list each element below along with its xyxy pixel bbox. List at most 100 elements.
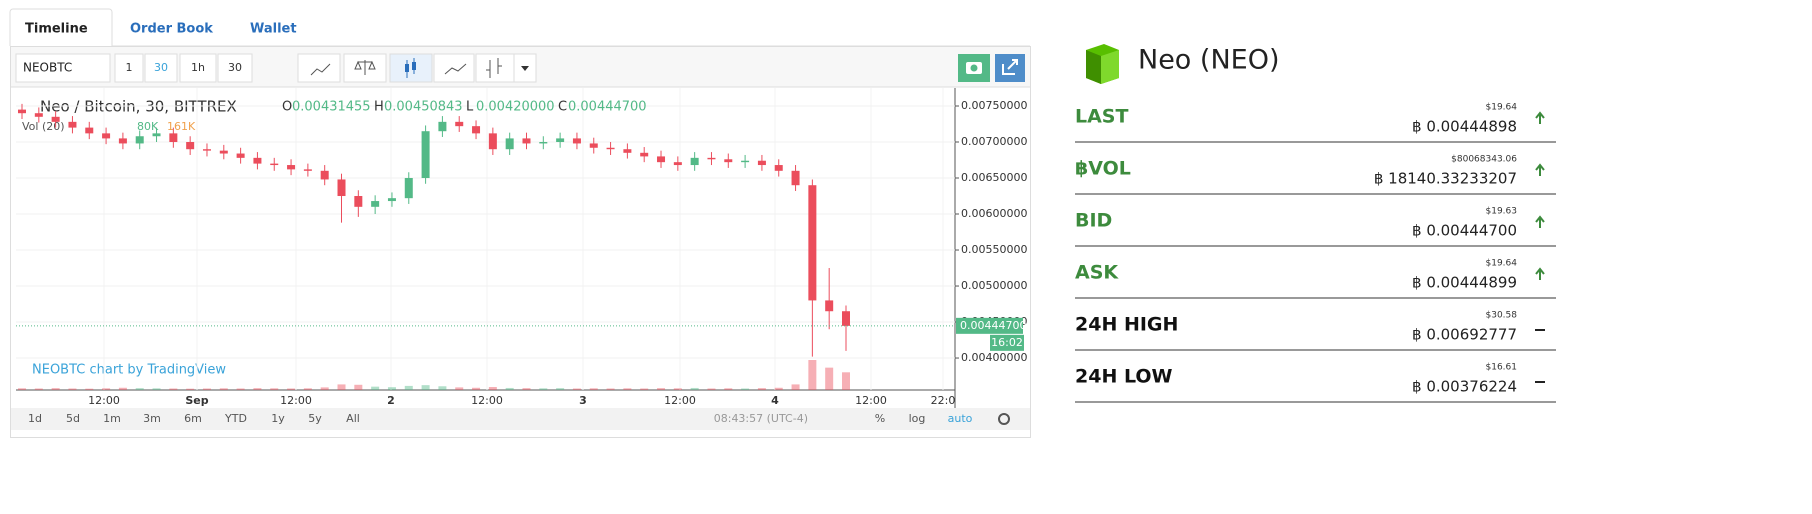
compare-button[interactable] [343, 53, 387, 83]
market-title: Neo (NEO) [1138, 45, 1280, 76]
candle-body [438, 121, 447, 132]
volume-bar [505, 387, 514, 390]
volume-bar [589, 388, 598, 390]
range-button[interactable]: 1m [103, 412, 121, 425]
volume-bar [707, 388, 716, 390]
icon [1002, 59, 1018, 75]
candle-body [589, 143, 598, 148]
range-button[interactable]: 5d [66, 412, 80, 425]
range-button[interactable]: 5y [308, 412, 322, 425]
volume-bar [842, 372, 850, 390]
volume-bar [270, 388, 279, 390]
range-button[interactable]: All [346, 412, 360, 425]
row-btc: ฿ 0.00444898 [1412, 118, 1517, 136]
candle-body [387, 198, 396, 202]
scale-option[interactable]: auto [948, 412, 973, 425]
volume-bar [169, 388, 178, 390]
volume-bar [791, 384, 800, 390]
range-button[interactable]: YTD [224, 412, 247, 425]
range-button[interactable]: 1y [271, 412, 285, 425]
scale-option[interactable]: log [909, 412, 926, 425]
x-tick-label: Sep [185, 394, 208, 407]
row-btc: ฿ 0.00692777 [1412, 326, 1517, 344]
candle-body [202, 149, 211, 151]
active-tab[interactable] [9, 8, 113, 46]
candle-body [657, 156, 666, 163]
ohlc-key: L [466, 100, 474, 115]
indicators-button[interactable] [297, 53, 341, 83]
volume-bar [472, 387, 481, 390]
trend-up [1535, 111, 1545, 124]
interval-button[interactable] [179, 53, 217, 83]
volume-bar [640, 388, 649, 390]
volume-bar [253, 388, 262, 390]
ohlc-value: 0.00450843 [384, 100, 463, 115]
candles-button[interactable] [389, 53, 433, 83]
volume-bar [85, 388, 94, 390]
interval-button[interactable] [144, 53, 178, 83]
interval-label: 30 [228, 61, 242, 74]
candle-body [34, 113, 43, 117]
row-label: BID [1075, 210, 1112, 232]
candle-body [169, 133, 178, 143]
volume-bar [320, 387, 329, 390]
candle-body [68, 121, 77, 128]
volume-bar [757, 388, 766, 390]
tab[interactable]: Wallet [250, 22, 297, 37]
tab[interactable]: Timeline [25, 22, 88, 37]
range-button[interactable]: 1d [28, 412, 42, 425]
volume-bar [371, 386, 380, 390]
candle-body [404, 178, 413, 199]
ohlc-value: 0.00431455 [292, 100, 371, 115]
volume-bar [219, 388, 228, 390]
volume-bar [152, 388, 161, 390]
x-tick-label: 12:00 [855, 394, 887, 407]
price-tag-label: 0.00444700 [960, 319, 1026, 332]
scale-option[interactable]: % [875, 412, 885, 425]
y-tick-label: 0.00750000 [961, 99, 1027, 112]
settings-icon[interactable] [998, 413, 1010, 425]
row-label: 24H LOW [1075, 366, 1173, 388]
row-label: ASK [1075, 262, 1119, 284]
volume-bar [572, 388, 581, 390]
neo-logo [1086, 44, 1119, 84]
candle-body [51, 116, 60, 122]
x-tick-label: 22:0 [931, 394, 956, 407]
interval-button[interactable] [114, 53, 144, 83]
y-tick-label: 0.00550000 [961, 243, 1027, 256]
ohlc-key: O [282, 100, 292, 115]
range-button[interactable]: 6m [184, 412, 202, 425]
row-label: LAST [1075, 106, 1128, 128]
tab[interactable]: Order Book [130, 22, 213, 37]
candle-body [774, 165, 783, 171]
volume-bar [387, 387, 396, 390]
bars-button[interactable] [475, 53, 515, 83]
volume-bar [186, 388, 195, 390]
candle-body [371, 201, 380, 207]
range-button[interactable]: 3m [143, 412, 161, 425]
volume-bar [51, 388, 60, 390]
y-tick-label: 0.00400000 [961, 351, 1027, 364]
candle-body [472, 126, 481, 134]
row-usd: $19.63 [1486, 207, 1518, 217]
clock: 08:43:57 (UTC-4) [714, 412, 808, 425]
candle-body [118, 138, 127, 144]
candle-body [842, 311, 850, 326]
candle-body [488, 133, 497, 150]
trend-up [1535, 215, 1545, 228]
volume-bar [657, 388, 666, 390]
volume-bar [34, 388, 43, 390]
line-button[interactable] [433, 53, 475, 83]
interval-button[interactable] [217, 53, 253, 83]
volume-bar [774, 387, 783, 390]
price-tag [956, 317, 1023, 334]
volume-bar [488, 387, 497, 390]
x-tick-label: 12:00 [471, 394, 503, 407]
symbol-box[interactable] [15, 53, 111, 83]
candle-body [741, 160, 750, 163]
row-btc: ฿ 18140.33233207 [1374, 170, 1517, 188]
x-tick-label: 3 [579, 394, 587, 407]
ohlc-key: C [558, 100, 567, 115]
ohlc-key: H [374, 100, 384, 115]
